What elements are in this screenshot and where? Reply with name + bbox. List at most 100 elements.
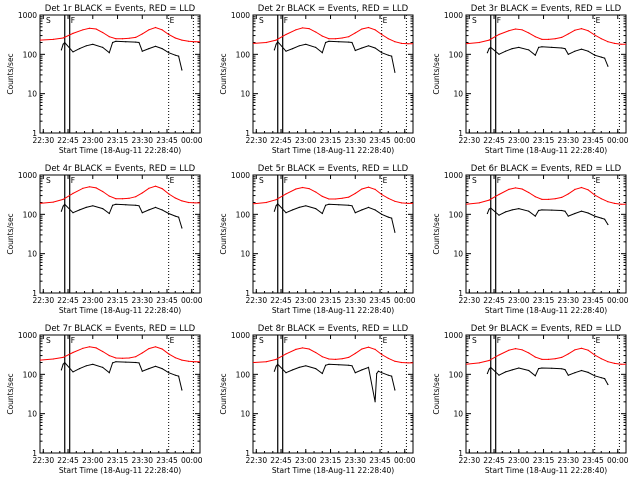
data-point-lld [394, 41, 396, 43]
chart-title: Det 6r BLACK = Events, RED = LLD [471, 164, 622, 174]
data-point-lld [181, 200, 183, 202]
data-point-events [594, 54, 596, 56]
data-point-events [161, 209, 163, 211]
data-point-lld [88, 27, 91, 29]
y-tick-label: 10 [453, 410, 463, 419]
x-tick-label: 00:00 [181, 456, 203, 465]
x-tick-label: 23:00 [508, 136, 530, 145]
data-point-events [315, 368, 317, 370]
data-point-lld [95, 28, 97, 30]
data-point-lld [253, 361, 254, 364]
x-tick-label: 23:00 [508, 456, 530, 465]
data-point-lld [52, 358, 54, 360]
data-point-events [551, 367, 553, 369]
data-point-lld [285, 193, 287, 195]
interval-marker-E: E [170, 336, 175, 345]
y-axis-label: Counts/sec [432, 53, 441, 94]
x-tick-label: 23:45 [369, 456, 391, 465]
data-point-events [600, 217, 602, 219]
data-point-events [108, 52, 110, 54]
data-point-events [298, 206, 300, 208]
data-point-events [511, 48, 513, 50]
data-point-lld [315, 31, 317, 33]
data-point-events [62, 205, 64, 207]
x-tick-label: 23:30 [344, 136, 366, 145]
data-point-lld [141, 33, 143, 35]
data-point-events [112, 41, 114, 44]
chart-title: Det 5r BLACK = Events, RED = LLD [258, 164, 409, 174]
data-point-events [488, 48, 490, 50]
data-point-lld [387, 357, 389, 359]
y-tick-label: 1 [245, 129, 250, 138]
interval-marker-F: F [71, 16, 75, 25]
data-point-lld [528, 32, 530, 34]
data-point-lld [466, 43, 467, 45]
data-point-events [62, 363, 64, 365]
data-point-lld [613, 362, 616, 364]
data-point-lld [361, 348, 363, 350]
data-point-lld [554, 198, 556, 200]
y-tick-label: 1 [245, 449, 250, 458]
data-point-lld [567, 193, 569, 195]
data-point-events [377, 370, 379, 372]
data-point-events [135, 204, 137, 206]
series-line-events [60, 40, 183, 71]
data-point-lld [141, 192, 143, 194]
data-point-lld [607, 41, 609, 43]
data-point-events [273, 49, 275, 51]
data-point-lld [72, 32, 74, 35]
x-axis-label: Start Time (18-Aug-11 22:28:40) [59, 306, 181, 315]
data-point-events [348, 364, 350, 366]
data-point-lld [148, 348, 150, 350]
x-tick-label: 22:45 [483, 456, 505, 465]
data-point-events [285, 50, 287, 52]
data-point-lld [354, 192, 356, 194]
x-tick-label: 22:45 [483, 136, 505, 145]
data-point-events [587, 50, 589, 52]
data-point-events [505, 211, 507, 213]
x-tick-label: 23:15 [320, 296, 342, 305]
data-point-events [580, 48, 583, 50]
chart-panel-4: Det 4r BLACK = Events, RED = LLD 1 10 100 10… [6, 164, 203, 315]
data-point-events [277, 41, 279, 43]
data-point-events [607, 65, 609, 67]
plot-frame [465, 14, 627, 134]
data-point-lld [620, 363, 622, 365]
data-point-lld [613, 202, 616, 204]
data-point-events [490, 207, 492, 209]
interval-marker-S: S [259, 16, 264, 25]
data-point-events [60, 49, 63, 51]
data-point-events [604, 218, 606, 220]
data-point-events [181, 69, 183, 71]
data-point-lld [328, 198, 330, 200]
data-point-events [338, 204, 340, 206]
data-point-events [328, 40, 330, 42]
y-tick-label: 1 [458, 449, 463, 458]
data-point-events [486, 52, 488, 54]
x-tick-label: 22:30 [32, 296, 54, 305]
x-tick-label: 22:30 [245, 296, 267, 305]
data-point-events [528, 369, 530, 372]
data-point-events [486, 212, 488, 215]
data-point-events [354, 372, 356, 374]
chart-title: Det 4r BLACK = Events, RED = LLD [45, 164, 196, 174]
data-point-events [315, 46, 317, 49]
y-axis-label: Counts/sec [219, 53, 228, 94]
interval-marker-F: F [284, 176, 288, 185]
data-point-lld [534, 356, 536, 358]
data-point-events [505, 50, 507, 52]
data-point-lld [374, 348, 376, 350]
data-point-lld [534, 36, 536, 38]
y-tick-label: 1000 [18, 11, 37, 20]
data-point-events [72, 212, 74, 214]
series-line-lld [40, 26, 200, 43]
y-axis-label: Counts/sec [219, 373, 228, 414]
x-tick-label: 22:45 [57, 136, 79, 145]
data-point-lld [308, 28, 310, 30]
data-point-events [394, 231, 396, 233]
data-point-lld [400, 42, 403, 45]
series-line-events [60, 361, 183, 391]
interval-marker-E: E [383, 336, 388, 345]
data-point-lld [387, 38, 389, 40]
data-point-events [604, 378, 606, 380]
